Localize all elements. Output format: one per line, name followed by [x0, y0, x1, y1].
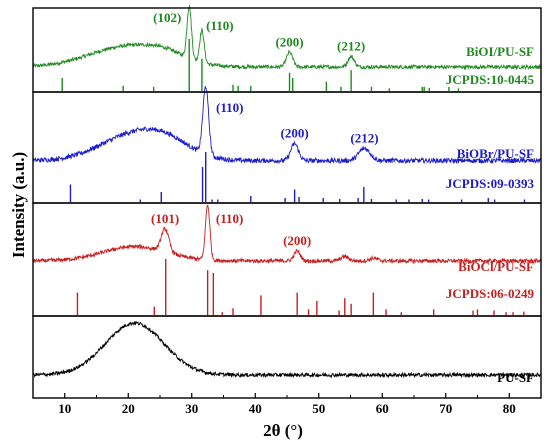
miller-index: (101) — [151, 211, 179, 226]
sample-label: PU-SF — [497, 370, 534, 385]
miller-index: (102) — [153, 10, 181, 25]
diffraction-curve — [32, 86, 542, 165]
diffraction-curve — [32, 204, 542, 265]
x-tick-label: 50 — [312, 401, 325, 416]
miller-index: (110) — [216, 211, 243, 226]
x-axis-label: 2θ (°) — [263, 421, 303, 440]
plot-panels: (102) (110) (200) (212) BiOI/PU-SF JCPDS:10-0… — [32, 4, 542, 399]
sample-label: BiOBr/PU-SF — [457, 146, 534, 161]
diffraction-curve — [32, 4, 542, 71]
panel-1: (102) (110) (200) (212) BiOI/PU-SF JCPDS:10-0… — [32, 4, 542, 93]
miller-index: (212) — [337, 39, 365, 54]
jcpds-label: JCPDS:06-0249 — [446, 286, 535, 301]
x-tick-label: 80 — [503, 401, 516, 416]
x-tick-label: 10 — [58, 401, 71, 416]
miller-index: (200) — [281, 126, 309, 141]
diffraction-curve — [32, 320, 542, 379]
miller-index: (212) — [350, 130, 378, 145]
panel-2: (110) (200) (212) BiOBr/PU-SF JCPDS:09-0393 — [32, 86, 542, 204]
panel-frame — [32, 315, 542, 399]
x-tick-label: 20 — [122, 401, 135, 416]
x-axis: 10 20 30 40 50 60 70 80 — [58, 393, 542, 416]
x-tick-label: 30 — [185, 401, 198, 416]
x-tick-label: 60 — [376, 401, 389, 416]
jcpds-label: JCPDS:09-0393 — [446, 176, 535, 191]
panel-4: PU-SF — [32, 315, 542, 399]
miller-index: (200) — [283, 233, 311, 248]
sample-label: BiOCl/PU-SF — [458, 259, 534, 274]
jcpds-label: JCPDS:10-0445 — [446, 72, 535, 87]
panel-3: (101) (110) (200) BiOCl/PU-SF JCPDS:06-0249 — [32, 202, 542, 317]
miller-index: (200) — [275, 34, 303, 49]
sample-label: BiOI/PU-SF — [466, 44, 534, 59]
y-axis-label: Intensity (a.u.) — [9, 152, 28, 258]
x-tick-label: 40 — [249, 401, 262, 416]
miller-index: (110) — [206, 18, 233, 33]
x-tick-label: 70 — [439, 401, 452, 416]
miller-index: (110) — [216, 100, 243, 115]
